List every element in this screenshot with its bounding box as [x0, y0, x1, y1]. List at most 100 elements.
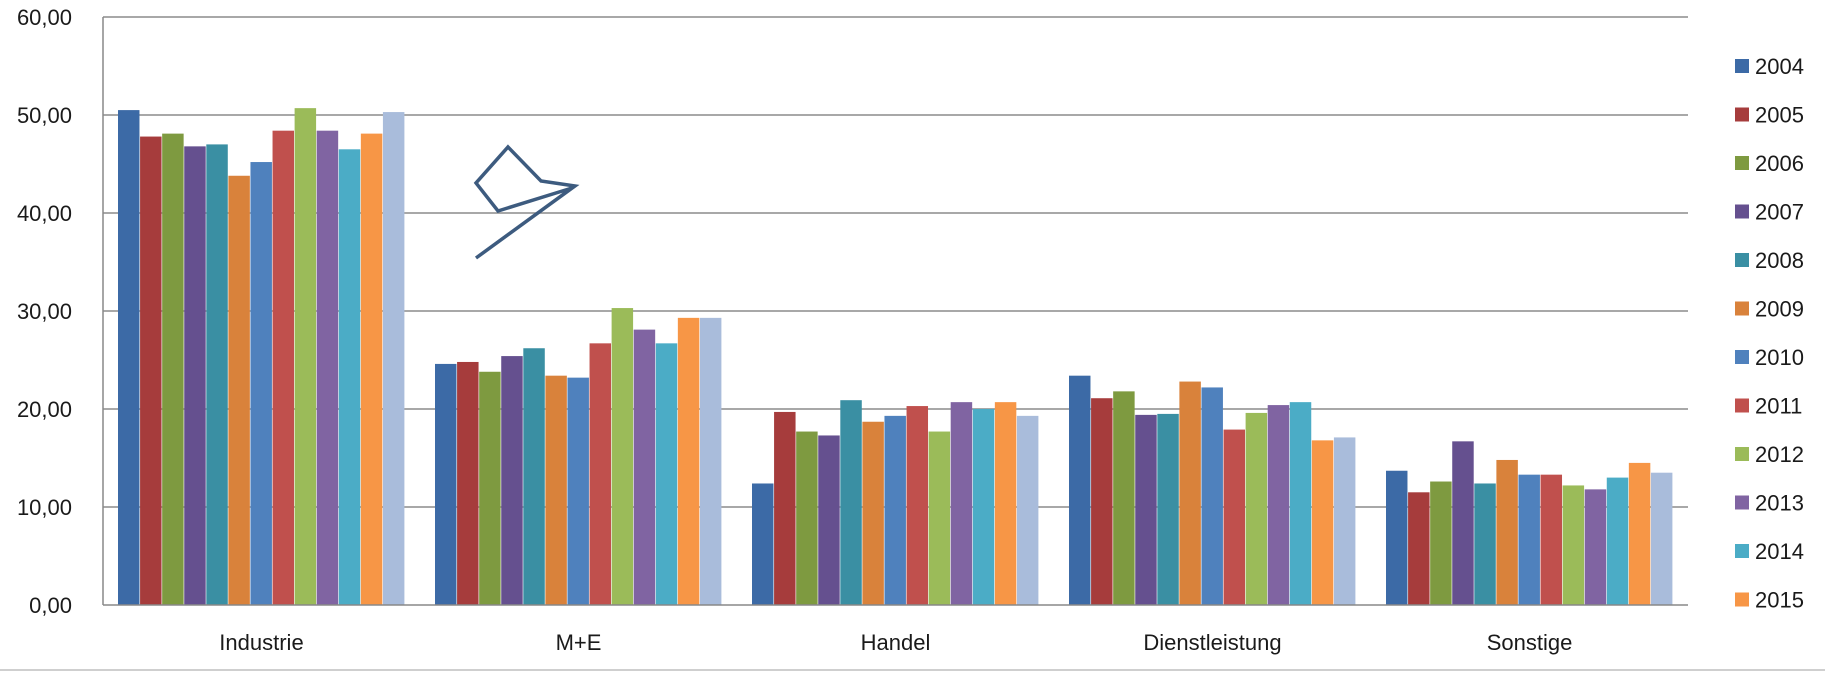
bar [884, 415, 906, 605]
bar [250, 162, 272, 606]
legend-swatch [1735, 544, 1749, 558]
bar [1091, 398, 1113, 605]
bar [1223, 429, 1246, 605]
legend-swatch [1735, 398, 1749, 413]
bar [1245, 412, 1268, 605]
bar [774, 411, 796, 605]
bar [1386, 470, 1408, 605]
legend-label: 2011 [1755, 394, 1802, 419]
y-tick-label: 0,00 [29, 593, 72, 618]
bars [118, 108, 1673, 606]
legend-label: 2008 [1755, 248, 1804, 273]
bar [1518, 474, 1540, 605]
legend-swatch [1735, 301, 1749, 316]
y-tick-label: 10,00 [17, 495, 72, 520]
y-tick-label: 60,00 [17, 5, 72, 30]
bar [611, 308, 634, 605]
bar [655, 343, 678, 605]
bar [316, 130, 339, 605]
legend-label: 2007 [1755, 200, 1804, 225]
legend-label: 2015 [1755, 588, 1804, 613]
bar [382, 112, 405, 605]
y-tick-label: 20,00 [17, 397, 72, 422]
bar [1496, 459, 1518, 605]
bar [633, 329, 656, 605]
bar [840, 400, 862, 605]
bar [1113, 391, 1135, 605]
bar [950, 402, 973, 605]
bar [972, 409, 995, 605]
legend: 2004 2005 2006 2007 2008 2009 2010 2011 2012 2013… [1735, 54, 1804, 613]
bar [457, 361, 479, 605]
x-tick-label: M+E [556, 630, 602, 655]
bar [699, 317, 722, 605]
x-tick-label: Dienstleistung [1143, 630, 1281, 655]
legend-label: 2012 [1755, 442, 1804, 467]
bar [1474, 483, 1496, 605]
bar [589, 343, 612, 605]
category-labels: Industrie M+E Handel Dienstleistung Sonstige [219, 630, 1572, 655]
x-tick-label: Sonstige [1487, 630, 1573, 655]
bar [1606, 477, 1629, 605]
y-axis-ticks: 0,00 10,00 20,00 30,00 40,00 50,00 60,00 [17, 5, 72, 618]
bar [1289, 402, 1312, 605]
bar [752, 483, 774, 605]
bar [338, 149, 361, 606]
bar [1408, 492, 1430, 605]
bar [567, 377, 589, 605]
bar [479, 371, 501, 605]
bar [360, 133, 383, 605]
y-tick-label: 50,00 [17, 103, 72, 128]
bar [162, 133, 184, 605]
bar [928, 431, 951, 605]
legend-swatch [1735, 447, 1749, 461]
bar [1016, 415, 1039, 605]
bar [228, 175, 250, 605]
bar [677, 317, 700, 605]
x-tick-label: Handel [861, 630, 931, 655]
bar [523, 348, 545, 605]
legend-swatch [1735, 204, 1749, 219]
bar [1311, 440, 1334, 605]
bar [906, 406, 929, 605]
bar [545, 375, 567, 605]
legend-label: 2004 [1755, 54, 1804, 79]
legend-swatch [1735, 592, 1749, 607]
bar [1201, 387, 1223, 605]
legend-swatch [1735, 59, 1749, 73]
bar [435, 363, 457, 605]
bar [118, 110, 140, 605]
legend-swatch [1735, 495, 1749, 510]
bar [1562, 485, 1585, 605]
bar [184, 146, 206, 606]
legend-swatch [1735, 253, 1749, 267]
bar [1540, 474, 1563, 605]
legend-swatch [1735, 156, 1749, 170]
bar [1179, 381, 1201, 605]
legend-label: 2014 [1755, 539, 1804, 564]
bar [1135, 414, 1157, 605]
legend-label: 2005 [1755, 103, 1804, 128]
bar [206, 144, 228, 605]
x-tick-label: Industrie [219, 630, 303, 655]
bar [1069, 375, 1091, 605]
legend-label: 2009 [1755, 297, 1804, 322]
bar [1650, 472, 1673, 605]
bar [272, 130, 295, 605]
bar [862, 421, 884, 605]
bar [294, 108, 317, 605]
y-tick-label: 40,00 [17, 201, 72, 226]
y-tick-label: 30,00 [17, 299, 72, 324]
legend-label: 2013 [1755, 491, 1804, 516]
legend-label: 2006 [1755, 151, 1804, 176]
bar [501, 356, 523, 605]
bar [1628, 462, 1651, 605]
bar [1157, 413, 1179, 605]
legend-swatch [1735, 350, 1749, 364]
bar [140, 136, 162, 605]
bar [1267, 405, 1290, 605]
arrow-annotation [473, 144, 580, 260]
bar [1333, 437, 1356, 605]
